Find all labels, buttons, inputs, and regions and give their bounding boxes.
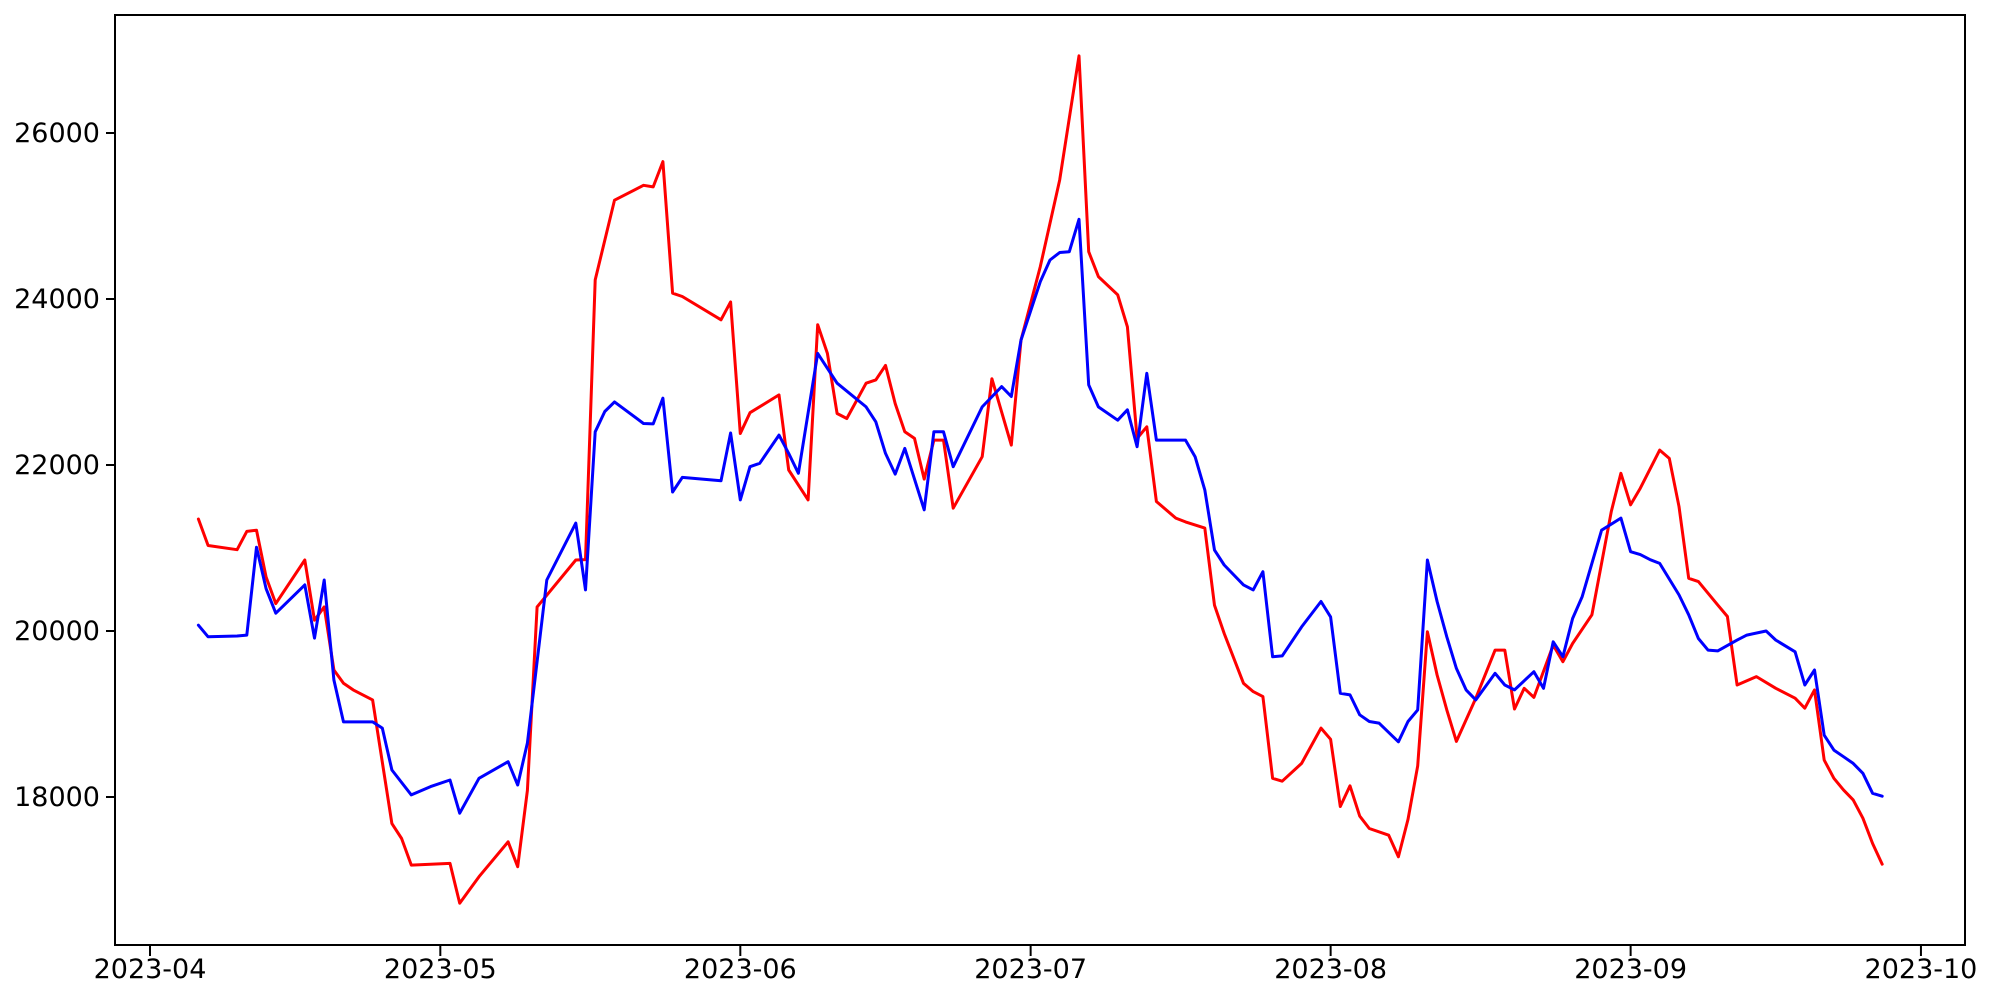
x-tick-label: 2023-06 — [684, 954, 797, 985]
x-tick-label: 2023-04 — [94, 954, 207, 985]
y-tick-label: 24000 — [14, 284, 100, 315]
y-tick-label: 18000 — [14, 782, 100, 813]
y-tick-label: 26000 — [14, 118, 100, 149]
x-tick-label: 2023-08 — [1274, 954, 1387, 985]
x-tick-label: 2023-09 — [1574, 954, 1687, 985]
blue-series-line — [196, 217, 1884, 815]
red-series-line — [196, 54, 1884, 905]
y-tick-label: 22000 — [14, 450, 100, 481]
axis-ticks: 2023-04 2023-05 2023-06 2023-07 2023-08 2023-… — [14, 118, 1977, 985]
x-tick-label: 2023-10 — [1865, 954, 1978, 985]
series-lines — [196, 54, 1884, 905]
y-tick-label: 20000 — [14, 616, 100, 647]
x-tick-label: 2023-07 — [974, 954, 1087, 985]
x-tick-label: 2023-05 — [384, 954, 497, 985]
axes-box — [114, 14, 1966, 946]
